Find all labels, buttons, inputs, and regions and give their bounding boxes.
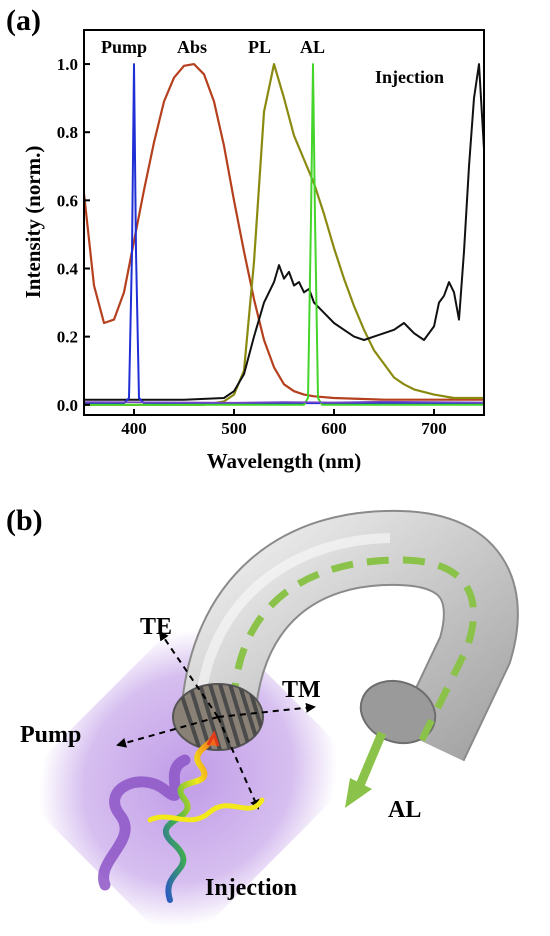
series-line-baseline bbox=[84, 400, 484, 404]
te-axis-arrow-lower bbox=[217, 716, 260, 810]
chart-panel-a: (a) 400 500 600 700 0.0 0.2 0.4 0.6 0.8 1.0 Wavel… bbox=[6, 4, 485, 473]
series-line-pl bbox=[84, 62, 484, 406]
pump-haze bbox=[29, 619, 347, 936]
guided-mode-path bbox=[230, 556, 477, 750]
label-abs: Abs bbox=[177, 37, 207, 57]
al-label: AL bbox=[388, 797, 421, 823]
series-line-pump bbox=[84, 63, 484, 405]
tm-axis-arrow bbox=[217, 702, 316, 718]
injection-label: Injection bbox=[205, 875, 297, 901]
y-tick-label: 0.0 bbox=[57, 396, 78, 415]
pump-label: Pump bbox=[20, 722, 81, 748]
y-tick-label: 0.8 bbox=[57, 123, 78, 142]
label-injection: Injection bbox=[375, 67, 444, 87]
plot-frame bbox=[83, 29, 485, 416]
x-axis-title: Wavelength (nm) bbox=[207, 449, 362, 473]
label-al: AL bbox=[300, 37, 325, 57]
label-pl: PL bbox=[248, 37, 271, 57]
schematic-panel-b: (b) bbox=[6, 504, 519, 936]
panel-a-label: (a) bbox=[6, 4, 41, 37]
series-line-injection bbox=[84, 63, 484, 401]
axes: 400 500 600 700 0.0 0.2 0.4 0.6 0.8 1.0 bbox=[57, 55, 447, 438]
x-tick-label: 700 bbox=[421, 419, 447, 438]
y-tick-label: 0.6 bbox=[57, 191, 78, 210]
y-tick-label: 1.0 bbox=[57, 55, 78, 74]
y-axis-title: Intensity (norm.) bbox=[21, 146, 45, 299]
tm-label: TM bbox=[282, 677, 321, 703]
polarization-axes bbox=[116, 630, 316, 810]
x-tick-label: 500 bbox=[221, 419, 247, 438]
emission-wave bbox=[98, 730, 265, 903]
plot-area bbox=[84, 62, 484, 406]
y-tick-label: 0.4 bbox=[57, 259, 79, 278]
output-facet bbox=[359, 679, 437, 745]
series-line-abs bbox=[84, 62, 484, 401]
x-tick-label: 600 bbox=[321, 419, 347, 438]
y-tick-label: 0.2 bbox=[57, 328, 78, 347]
nanowire-tube bbox=[180, 509, 519, 762]
x-tick-label: 400 bbox=[121, 419, 147, 438]
label-pump: Pump bbox=[101, 37, 147, 57]
panel-b-label: (b) bbox=[6, 504, 43, 537]
al-output-arrow bbox=[345, 731, 387, 808]
series-line-al bbox=[84, 63, 484, 406]
te-label: TE bbox=[140, 614, 172, 640]
